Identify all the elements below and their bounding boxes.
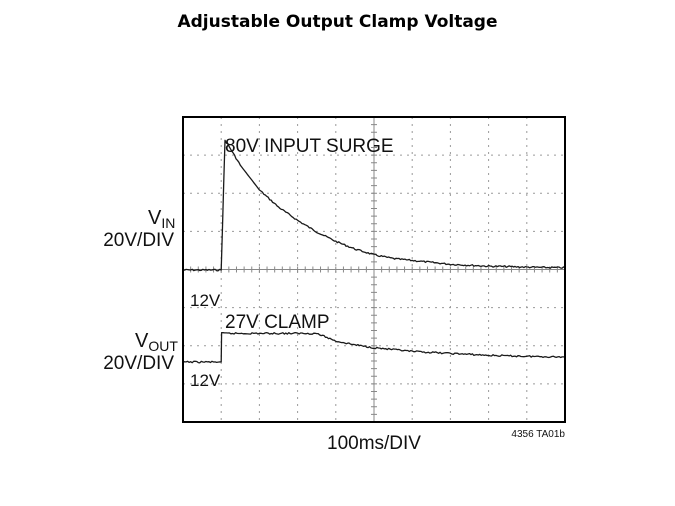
x-axis-label: 100ms/DIV xyxy=(327,433,421,454)
annotation-clamp: 27V CLAMP xyxy=(225,312,330,333)
chart-grid xyxy=(182,116,566,423)
channel-scale-vout: 20V/DIV xyxy=(103,353,174,374)
annotation-input-surge: 80V INPUT SURGE xyxy=(225,136,394,157)
chart-traces xyxy=(182,139,566,364)
page-title: Adjustable Output Clamp Voltage xyxy=(177,12,498,32)
channel-label-vout: VOUT xyxy=(135,330,178,354)
channel-label-vin: VIN xyxy=(148,207,175,231)
trace-vin xyxy=(182,139,566,272)
figure-id: 4356 TA01b xyxy=(511,429,565,440)
trace-vout xyxy=(182,331,566,364)
channel-scale-vin: 20V/DIV xyxy=(103,230,174,251)
baseline-label-vout: 12V xyxy=(190,371,221,390)
baseline-label-vin: 12V xyxy=(190,291,221,310)
plot-frame xyxy=(182,116,566,423)
